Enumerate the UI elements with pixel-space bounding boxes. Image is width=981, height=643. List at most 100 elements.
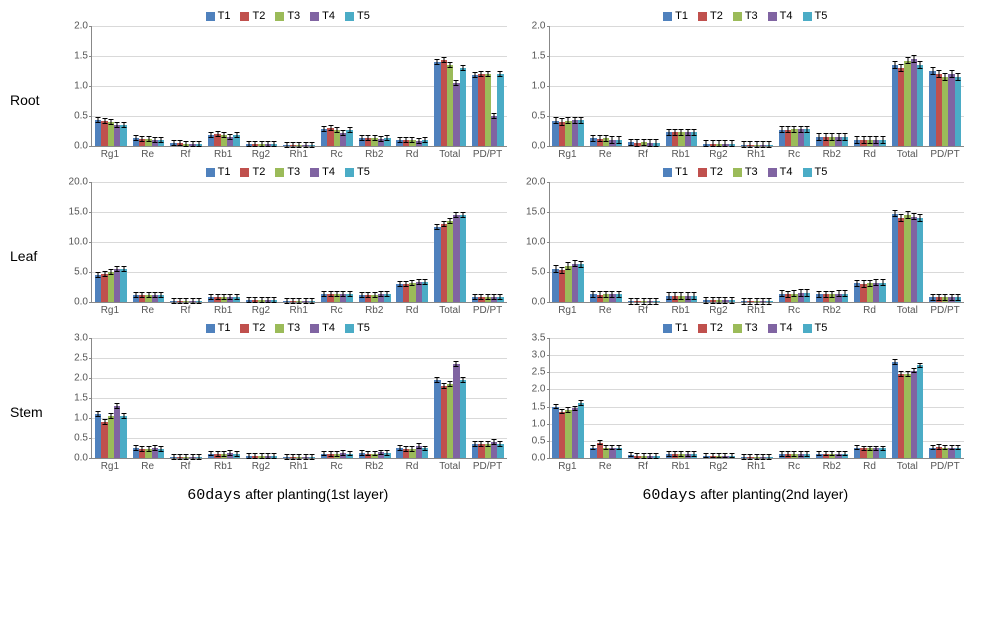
legend-item-t2: T2 <box>240 322 265 334</box>
legend-label: T2 <box>710 10 723 22</box>
row-label-leaf: Leaf <box>10 166 55 316</box>
legend-item-t1: T1 <box>206 322 231 334</box>
legend-swatch-icon <box>345 168 354 177</box>
bar <box>804 129 810 146</box>
group-rc <box>318 338 356 458</box>
legend-item-t5: T5 <box>345 166 370 178</box>
legend-swatch-icon <box>206 168 215 177</box>
error-bar <box>179 454 180 460</box>
panel-leaf-left: T1T2T3T4T50.05.010.015.020.0Rg1ReRfRb1Rg… <box>63 166 513 316</box>
error-bar <box>869 446 870 451</box>
error-bar <box>819 133 820 140</box>
legend-item-t1: T1 <box>206 10 231 22</box>
error-bar <box>932 445 933 450</box>
error-bar <box>568 262 569 269</box>
error-bar <box>299 142 300 148</box>
error-bar <box>938 294 939 301</box>
error-bar <box>343 450 344 456</box>
y-tick <box>547 302 550 303</box>
bar <box>955 448 961 458</box>
group-rh1 <box>738 26 776 146</box>
panel-stem-right: T1T2T3T4T50.00.51.01.52.02.53.03.5Rg1ReR… <box>521 322 971 472</box>
error-bar <box>725 453 726 458</box>
error-bar <box>618 445 619 450</box>
legend-item-t4: T4 <box>768 166 793 178</box>
group-rc <box>776 182 814 302</box>
error-bar <box>957 294 958 301</box>
bar <box>729 456 735 458</box>
y-tick <box>89 146 92 147</box>
x-label: Rg2 <box>242 147 280 160</box>
x-label: Rb1 <box>662 303 700 316</box>
error-bar <box>593 291 594 298</box>
legend-item-t5: T5 <box>803 322 828 334</box>
error-bar <box>957 445 958 450</box>
error-bar <box>412 280 413 286</box>
error-bar <box>781 290 782 297</box>
y-label: 1.0 <box>66 81 88 92</box>
x-label: Total <box>431 303 469 316</box>
error-bar <box>292 454 293 460</box>
error-bar <box>612 291 613 298</box>
group-rd <box>394 182 432 302</box>
error-bar <box>161 137 162 143</box>
plot-area: 0.05.010.015.020.0 <box>91 182 507 303</box>
error-bar <box>299 454 300 460</box>
x-label: Total <box>888 147 926 160</box>
group-rg1 <box>92 338 130 458</box>
error-bar <box>832 451 833 456</box>
error-bar <box>763 454 764 459</box>
x-label: Rg1 <box>549 303 587 316</box>
error-bar <box>907 211 908 218</box>
x-label: Total <box>888 459 926 472</box>
column-caption-right: 60days after planting(2nd layer) <box>521 478 971 504</box>
error-bar <box>593 135 594 142</box>
error-bar <box>744 141 745 148</box>
error-bar <box>825 291 826 298</box>
y-label: 2.5 <box>66 352 88 363</box>
bar <box>578 120 584 146</box>
error-bar <box>135 292 136 298</box>
error-bar <box>731 140 732 147</box>
error-bar <box>406 137 407 143</box>
error-bar <box>913 213 914 220</box>
bar <box>196 301 202 302</box>
error-bar <box>562 118 563 125</box>
bar <box>578 403 584 458</box>
legend-swatch-icon <box>733 12 742 21</box>
bar <box>955 297 961 302</box>
group-rf <box>625 26 663 146</box>
error-bar <box>712 453 713 458</box>
error-bar <box>656 298 657 305</box>
error-bar <box>763 141 764 148</box>
legend: T1T2T3T4T5 <box>521 166 971 178</box>
x-label: Re <box>129 147 167 160</box>
bar <box>804 454 810 458</box>
x-label: Rd <box>851 303 889 316</box>
bar <box>460 215 466 302</box>
error-bar <box>819 291 820 298</box>
error-bar <box>192 141 193 147</box>
column-caption-left: 60days after planting(1st layer) <box>63 478 513 504</box>
group-rg1 <box>550 338 588 458</box>
error-bar <box>857 280 858 287</box>
error-bar <box>894 61 895 68</box>
error-bar <box>957 73 958 80</box>
error-bar <box>781 451 782 456</box>
error-bar <box>555 117 556 124</box>
error-bar <box>261 141 262 147</box>
bar <box>691 296 697 302</box>
y-label: 1.5 <box>66 393 88 404</box>
error-bar <box>462 377 463 383</box>
error-bar <box>945 73 946 80</box>
error-bar <box>255 297 256 303</box>
x-label: Rh1 <box>737 459 775 472</box>
error-bar <box>418 279 419 285</box>
error-bar <box>494 439 495 445</box>
error-bar <box>274 141 275 147</box>
bar <box>271 456 277 458</box>
x-axis: Rg1ReRfRb1Rg2Rh1RcRb2RdTotalPD/PT <box>91 459 507 472</box>
error-bar <box>675 129 676 136</box>
x-label: Rc <box>775 147 813 160</box>
error-bar <box>368 135 369 141</box>
